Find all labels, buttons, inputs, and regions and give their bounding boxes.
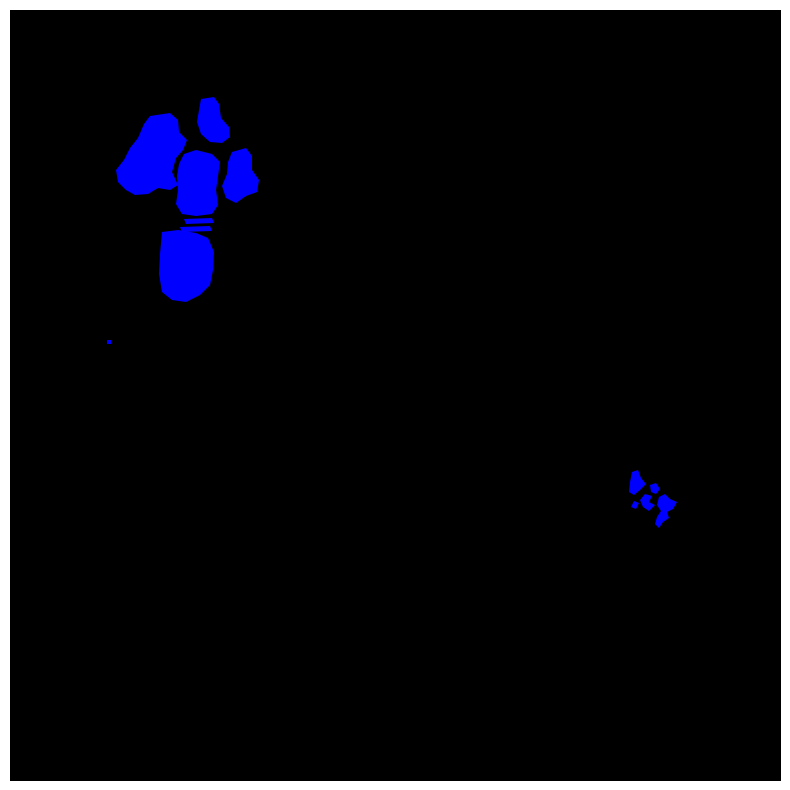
region-lobe <box>650 483 660 494</box>
mask-background <box>10 10 781 781</box>
region-lobe <box>107 340 111 344</box>
region-lobe <box>222 148 259 203</box>
region-lower-right-cluster <box>629 470 677 528</box>
region-lobe <box>640 494 655 511</box>
region-lobe <box>176 150 220 216</box>
region-lobe <box>180 226 212 232</box>
region-lobe <box>631 501 639 509</box>
region-lobe <box>159 230 214 302</box>
region-lobe <box>629 470 646 495</box>
region-lobe <box>197 97 230 143</box>
region-upper-left-cluster <box>116 97 259 302</box>
region-lobe <box>184 218 214 224</box>
region-lobe <box>655 494 677 528</box>
region-left-speck <box>107 340 111 344</box>
region-lobe <box>116 113 187 195</box>
